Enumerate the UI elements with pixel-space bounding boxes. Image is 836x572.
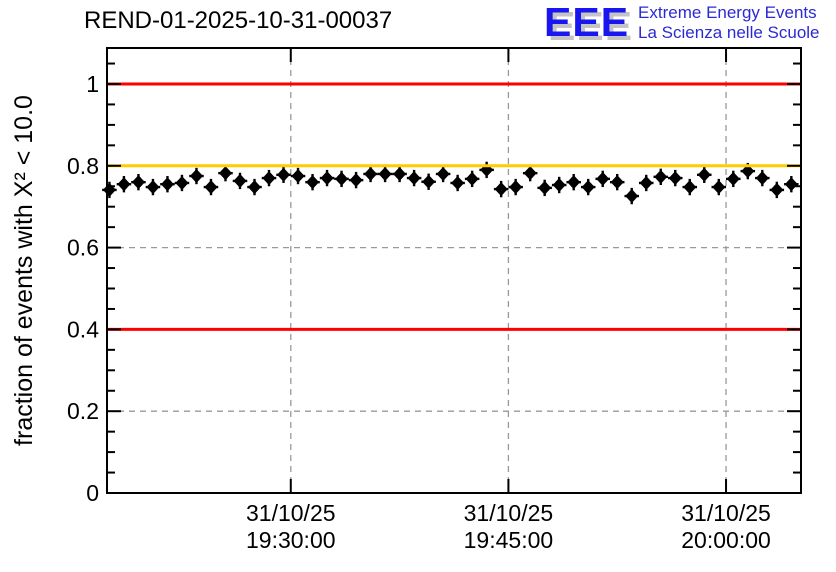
x-tick-label-time: 19:45:00: [464, 527, 554, 553]
x-tick-label-date: 31/10/25: [681, 500, 771, 526]
x-tick-label-time: 20:00:00: [681, 527, 771, 553]
data-point-diamond: [262, 171, 276, 186]
data-point-diamond: [610, 175, 624, 190]
data-point-diamond: [494, 182, 508, 197]
data-point-diamond: [117, 177, 131, 192]
eee-logo-tagline-2: La Scienza nelle Scuole: [638, 22, 820, 42]
x-tick-label-date: 31/10/25: [246, 500, 336, 526]
y-tick-label: 0.8: [67, 153, 99, 179]
data-point-diamond: [407, 171, 421, 186]
data-point-diamond: [741, 164, 755, 179]
data-point-diamond: [465, 171, 479, 186]
y-tick-label: 0.6: [67, 235, 99, 261]
data-point-diamond: [204, 180, 218, 195]
page-title: REND-01-2025-10-31-00037: [84, 7, 393, 34]
data-point-diamond: [639, 175, 653, 190]
eee-logo-acronym: EEE: [544, 0, 630, 45]
x-tick-label-time: 19:30:00: [246, 527, 336, 553]
data-point-diamond: [755, 171, 769, 186]
data-point-diamond: [291, 169, 305, 184]
data-point-diamond: [175, 175, 189, 190]
data-point-diamond: [567, 175, 581, 190]
data-point-diamond: [770, 182, 784, 197]
data-point-diamond: [248, 180, 262, 195]
x-tick-label-date: 31/10/25: [464, 500, 554, 526]
eee-logo: EEE Extreme Energy Events La Scienza nel…: [544, 2, 820, 43]
plot-frame: [106, 47, 802, 494]
data-point-diamond: [726, 171, 740, 186]
data-point-diamond: [189, 169, 203, 184]
data-point-diamond: [581, 180, 595, 195]
data-point-diamond: [277, 167, 291, 182]
data-point-diamond: [596, 171, 610, 186]
data-point-diamond: [364, 166, 378, 181]
data-point-diamond: [784, 177, 798, 192]
data-point-diamond: [509, 180, 523, 195]
data-point-diamond: [451, 175, 465, 190]
data-point-diamond: [218, 166, 232, 181]
data-point-diamond: [160, 177, 174, 192]
data-point-diamond: [538, 180, 552, 195]
eee-logo-tagline-1: Extreme Energy Events: [638, 2, 817, 22]
data-point-diamond: [422, 174, 436, 189]
data-point-diamond: [523, 166, 537, 181]
data-point-diamond: [146, 180, 160, 195]
data-point-diamond: [552, 178, 566, 193]
data-point-diamond: [712, 180, 726, 195]
data-point-diamond: [697, 167, 711, 182]
data-point-diamond: [233, 173, 247, 188]
data-point-diamond: [683, 180, 697, 195]
data-point-diamond: [654, 169, 668, 184]
y-tick-label: 1: [86, 71, 99, 97]
data-point-diamond: [335, 171, 349, 186]
y-tick-label: 0.2: [67, 398, 99, 424]
data-point-diamond: [436, 166, 450, 181]
eee-logo-taglines: Extreme Energy Events La Scienza nelle S…: [638, 3, 819, 43]
data-point-diamond: [131, 175, 145, 190]
data-point-diamond: [625, 189, 639, 204]
y-tick-label: 0: [86, 480, 99, 506]
data-point-diamond: [349, 173, 363, 188]
data-point-diamond: [306, 175, 320, 190]
data-point-diamond: [102, 182, 116, 197]
data-point-diamond: [393, 166, 407, 181]
data-point-diamond: [668, 171, 682, 186]
data-point-diamond: [378, 166, 392, 181]
y-tick-label: 0.4: [67, 316, 99, 342]
data-point-diamond: [320, 171, 334, 186]
y-axis-label: fraction of events with X² < 10.0: [10, 95, 38, 446]
